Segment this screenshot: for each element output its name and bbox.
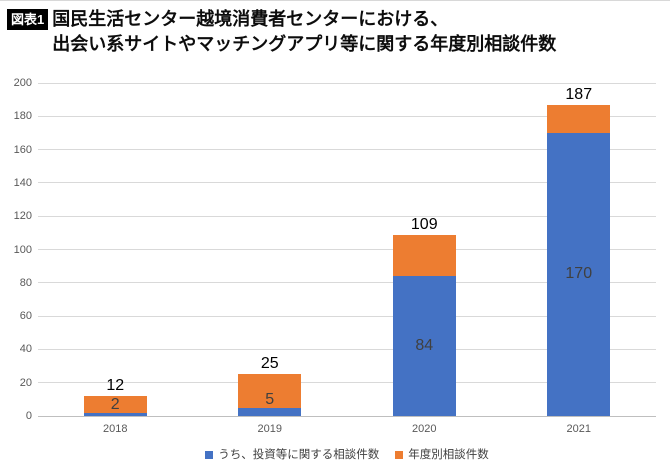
bar-segment-investment (238, 407, 302, 416)
bar-segment-investment (392, 276, 456, 416)
legend-item-annual: 年度別相談件数 (395, 448, 489, 462)
y-tick-label: 40 (19, 343, 32, 356)
bar-value-label: 84 (415, 337, 434, 355)
gridline (38, 115, 656, 117)
y-tick-label: 160 (13, 143, 32, 156)
gridline (38, 249, 656, 250)
chart-legend: うち、投資等に関する相談件数 年度別相談件数 (38, 448, 656, 462)
y-tick-label: 80 (19, 276, 32, 289)
legend-label-annual: 年度別相談件数 (408, 449, 489, 461)
legend-swatch-orange-icon (395, 451, 404, 459)
gridline (38, 82, 656, 84)
chart-title-line2: 出会い系サイトやマッチングアプリ等に関する年度別相談件数 (52, 34, 557, 54)
x-tick-label: 2019 (257, 423, 282, 435)
x-tick-label: 2018 (103, 423, 128, 435)
legend-label-investment: うち、投資等に関する相談件数 (218, 449, 380, 461)
y-tick-label: 120 (13, 210, 32, 223)
y-tick-label: 200 (13, 77, 32, 89)
gridline (38, 282, 656, 284)
bar-value-label: 5 (265, 390, 275, 408)
gridline (38, 382, 656, 384)
bar-segment-annual (392, 234, 456, 277)
legend-item-investment: うち、投資等に関する相談件数 (205, 448, 379, 462)
y-tick-label: 60 (19, 310, 32, 323)
bar-total-label: 12 (106, 377, 125, 395)
bar-total-label: 187 (565, 85, 593, 103)
bar-value-label: 2 (110, 395, 120, 413)
gridline (38, 315, 656, 317)
bar-total-label: 109 (410, 215, 438, 233)
y-tick-label: 180 (13, 110, 32, 123)
bar-segment-investment (547, 132, 611, 416)
bar-total-label: 25 (260, 355, 279, 373)
y-tick-label: 100 (13, 243, 32, 256)
gridline (38, 348, 656, 350)
chart-header: 図表1 国民生活センター越境消費者センターにおける、 出会い系サイトやマッチング… (7, 7, 556, 57)
bar-value-label: 170 (565, 265, 593, 283)
x-tick-label: 2021 (566, 423, 591, 435)
bar-segment-annual (83, 396, 147, 413)
chart-title-line1: 国民生活センター越境消費者センターにおける、 (52, 9, 449, 29)
chart-title: 国民生活センター越境消費者センターにおける、 出会い系サイトやマッチングアプリ等… (52, 7, 556, 57)
gridline (38, 215, 656, 217)
gridline (38, 182, 656, 184)
y-tick-label: 0 (25, 410, 32, 422)
figure-badge: 図表1 (7, 9, 49, 30)
y-tick-label: 140 (13, 176, 32, 189)
bar-segment-annual (238, 374, 302, 408)
bar-segment-investment (83, 412, 147, 416)
legend-swatch-blue-icon (205, 451, 214, 459)
y-tick-label: 20 (19, 376, 32, 389)
x-axis-line (38, 415, 656, 417)
x-tick-label: 2020 (412, 423, 437, 435)
bar-segment-annual (547, 104, 611, 133)
gridline (38, 149, 656, 151)
